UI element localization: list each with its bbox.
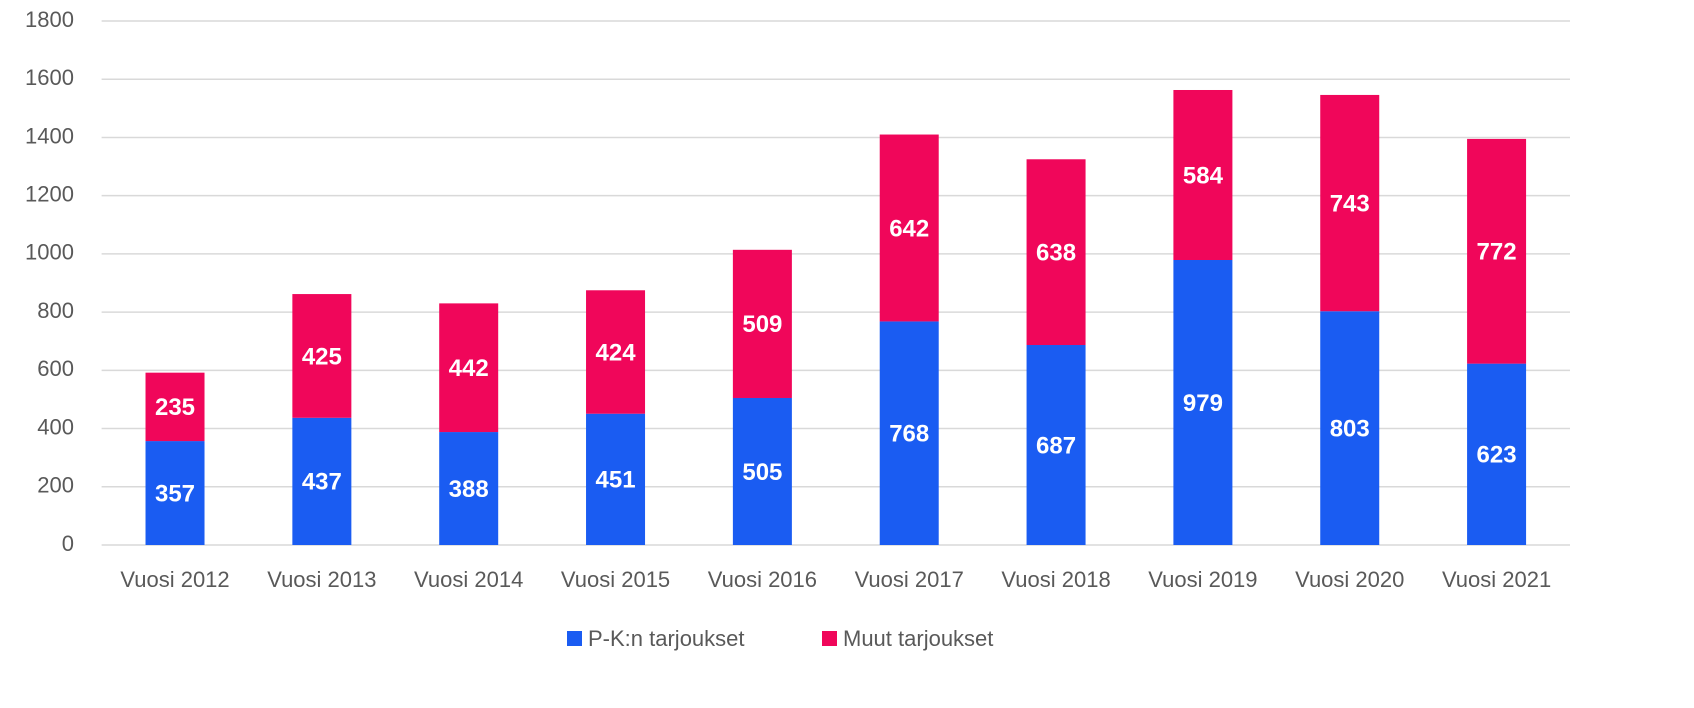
- y-tick-label: 200: [37, 473, 74, 498]
- data-label: 424: [596, 339, 637, 366]
- data-label: 442: [449, 355, 489, 382]
- x-tick-label: Vuosi 2019: [1148, 567, 1257, 592]
- bar-segment: [586, 290, 646, 414]
- y-tick-label: 0: [62, 531, 74, 556]
- data-label: 687: [1036, 432, 1076, 459]
- x-tick-label: Vuosi 2016: [708, 567, 817, 592]
- bar-segment: [1320, 94, 1380, 312]
- x-tick-label: Vuosi 2017: [855, 567, 964, 592]
- data-label: 623: [1477, 442, 1517, 469]
- data-label: 642: [889, 215, 929, 242]
- x-tick-label: Vuosi 2013: [267, 567, 376, 592]
- bar-segment: [879, 134, 939, 322]
- x-tick-label: Vuosi 2018: [1001, 567, 1110, 592]
- bar-segment: [732, 397, 792, 545]
- y-tick-label: 1600: [25, 65, 74, 90]
- y-tick-label: 400: [37, 414, 74, 439]
- bar-segment: [439, 303, 499, 433]
- data-label: 425: [302, 343, 342, 370]
- x-tick-label: Vuosi 2021: [1442, 567, 1551, 592]
- bar-segment: [145, 441, 205, 545]
- data-label: 388: [449, 476, 489, 503]
- data-label: 437: [302, 469, 342, 496]
- legend-swatch: [822, 631, 837, 646]
- data-label: 584: [1183, 162, 1224, 189]
- x-tick-label: Vuosi 2020: [1295, 567, 1404, 592]
- data-label: 451: [596, 467, 636, 494]
- data-label: 509: [742, 311, 782, 338]
- data-label: 638: [1036, 239, 1076, 266]
- bar-segment: [1467, 138, 1527, 364]
- bar-segment: [879, 321, 939, 545]
- data-label: 768: [889, 421, 929, 448]
- bar-segment: [1320, 311, 1380, 545]
- bar-segment: [1026, 159, 1086, 346]
- bar-segment: [1467, 363, 1527, 545]
- data-label: 235: [155, 394, 195, 421]
- data-label: 505: [742, 459, 782, 486]
- bar-segment: [1026, 345, 1086, 545]
- data-label: 803: [1330, 415, 1370, 442]
- legend-label: P-K:n tarjoukset: [588, 626, 745, 651]
- bar-segment: [292, 294, 352, 418]
- y-tick-label: 1400: [25, 123, 74, 148]
- bar-segment: [292, 417, 352, 545]
- y-tick-label: 600: [37, 356, 74, 381]
- legend-swatch: [567, 631, 582, 646]
- y-tick-label: 1000: [25, 240, 74, 265]
- data-label: 772: [1477, 239, 1517, 266]
- x-tick-label: Vuosi 2012: [120, 567, 229, 592]
- bar-segment: [1173, 260, 1233, 545]
- bar-segment: [732, 249, 792, 398]
- y-tick-label: 1200: [25, 181, 74, 206]
- x-tick-label: Vuosi 2015: [561, 567, 670, 592]
- y-tick-label: 1800: [25, 7, 74, 32]
- bar-segment: [439, 432, 499, 545]
- legend-label: Muut tarjoukset: [843, 626, 993, 651]
- bar-segment: [1173, 89, 1233, 261]
- data-label: 979: [1183, 390, 1223, 417]
- data-label: 743: [1330, 190, 1370, 217]
- x-tick-label: Vuosi 2014: [414, 567, 523, 592]
- bar-segment: [145, 372, 205, 442]
- y-tick-label: 800: [37, 298, 74, 323]
- data-label: 357: [155, 480, 195, 507]
- bar-segment: [586, 413, 646, 545]
